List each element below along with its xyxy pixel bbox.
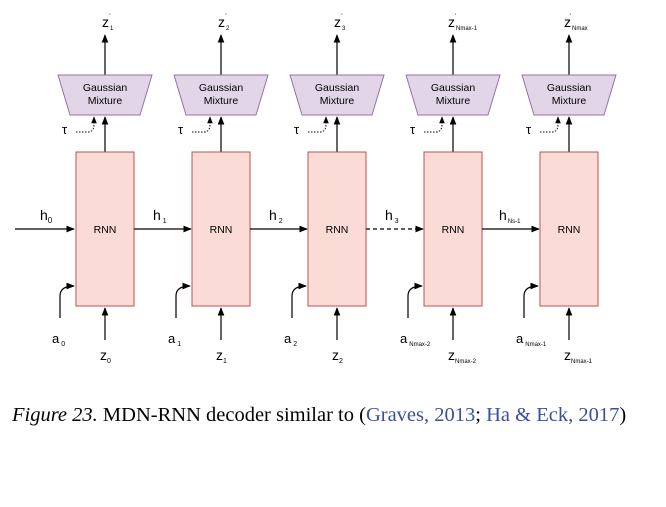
gaussian-mixture-line1: Gaussian — [83, 82, 128, 94]
tau-dotted-arrow — [424, 116, 445, 133]
tau-label: τ — [410, 122, 416, 137]
column-4: zNmax-1' Gaussian Mixture τ RNN zNmax-2 … — [400, 14, 540, 365]
z-input-label: zNmax-2 — [448, 347, 477, 365]
tau-label: τ — [178, 122, 184, 137]
gaussian-mixture-line1: Gaussian — [199, 82, 244, 94]
gaussian-mixture-box — [521, 74, 617, 116]
gaussian-mixture-line1: Gaussian — [431, 82, 476, 94]
tau-dotted-arrow — [76, 116, 97, 133]
gaussian-mixture-line1: Gaussian — [315, 82, 360, 94]
gaussian-mixture-box — [173, 74, 269, 116]
z-input-label: z0 — [100, 347, 111, 365]
citation-ha-eck[interactable]: Ha & Eck, 2017 — [486, 404, 620, 426]
caption-end: ) — [619, 404, 627, 426]
tau-label: τ — [62, 122, 68, 137]
rnn-label: RNN — [210, 224, 233, 236]
caption-separator: ; — [475, 404, 487, 426]
z-output-label: zNmax' — [564, 14, 588, 32]
caption-text: MDN-RNN decoder similar to ( — [97, 404, 366, 426]
z-output-label: z2' — [218, 14, 230, 32]
rnn-label: RNN — [326, 224, 349, 236]
rnn-label: RNN — [94, 224, 117, 236]
a-input-arrow — [59, 282, 75, 318]
a-input-label: a Nmax-1 — [516, 331, 547, 348]
gaussian-mixture-line2: Mixture — [88, 95, 123, 107]
h0-label: h0 — [40, 207, 53, 225]
gaussian-mixture-line2: Mixture — [552, 95, 587, 107]
tau-dotted-arrow — [192, 116, 213, 133]
h-label: hNs-1 — [499, 207, 521, 225]
tau-label: τ — [294, 122, 300, 137]
tau-dotted-arrow — [540, 116, 561, 133]
z-input-label: z1 — [216, 347, 227, 365]
rnn-box — [539, 151, 599, 307]
tau-dotted-arrow — [308, 116, 329, 133]
a-input-arrow — [523, 282, 539, 318]
tau-label: τ — [526, 122, 532, 137]
a-input-arrow — [407, 282, 423, 318]
z-output-label: z1' — [102, 14, 114, 32]
rnn-box — [423, 151, 483, 307]
gaussian-mixture-box — [57, 74, 153, 116]
rnn-label: RNN — [442, 224, 465, 236]
a-input-arrow — [291, 282, 307, 318]
figure-label: Figure 23. — [12, 404, 98, 426]
z-input-label: z2 — [332, 347, 343, 365]
a-input-arrow — [175, 282, 191, 318]
gaussian-mixture-line2: Mixture — [320, 95, 355, 107]
z-input-label: zNmax-1 — [564, 347, 593, 365]
figure-caption: Figure 23. MDN-RNN decoder similar to (G… — [12, 402, 652, 429]
gaussian-mixture-box — [405, 74, 501, 116]
z-output-label: zNmax-1' — [448, 14, 478, 32]
rnn-box — [75, 151, 135, 307]
a-input-label: a Nmax-2 — [400, 331, 431, 348]
gaussian-mixture-line1: Gaussian — [547, 82, 592, 94]
citation-graves[interactable]: Graves, 2013 — [365, 404, 476, 426]
rnn-label: RNN — [558, 224, 581, 236]
gaussian-mixture-line2: Mixture — [436, 95, 471, 107]
z-output-label: z3' — [334, 14, 346, 32]
gaussian-mixture-line2: Mixture — [204, 95, 239, 107]
gaussian-mixture-box — [289, 74, 385, 116]
rnn-box — [307, 151, 367, 307]
